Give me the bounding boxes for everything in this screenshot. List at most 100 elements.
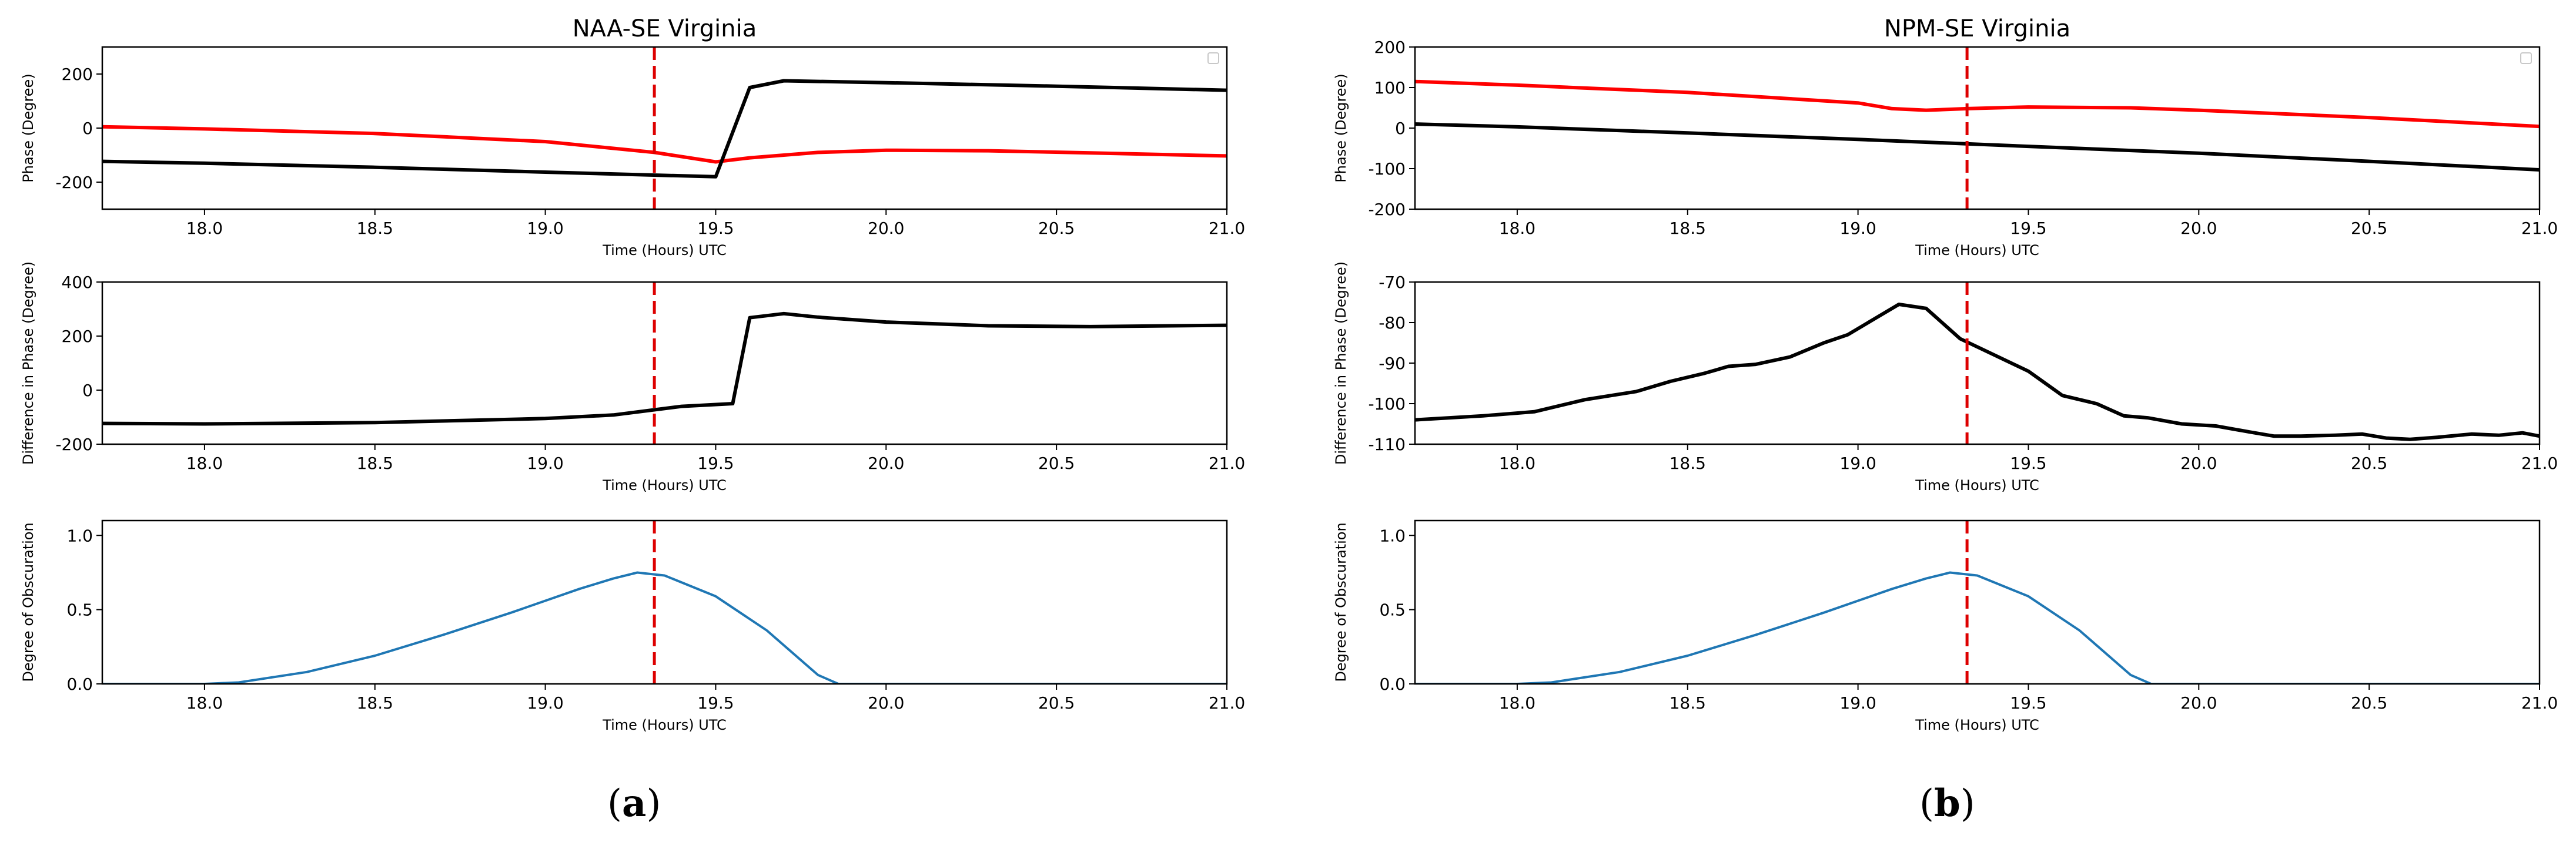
x-tick-label: 21.0 — [1209, 454, 1245, 473]
y-tick-label: 200 — [62, 327, 93, 346]
series-line-black — [102, 311, 1227, 426]
chart-naa-phase: NAA-SE Virginia 18.0 18.5 19.0 19.5 20.0 20.5 2… — [20, 15, 1245, 259]
y-tick-label: -80 — [1379, 313, 1406, 333]
y-tick-label: 0 — [82, 119, 93, 138]
y-tick-label: 0.0 — [66, 674, 93, 694]
y-tick-label: -100 — [1368, 159, 1406, 179]
y-axis-label: Degree of Obscuration — [20, 522, 36, 682]
y-axis-label: Difference in Phase (Degree) — [20, 261, 36, 465]
x-tick-label: 19.0 — [1839, 693, 1876, 713]
x-tick-label: 20.5 — [2351, 693, 2387, 713]
y-axis-label: Degree of Obscuration — [1333, 522, 1349, 682]
x-tick-label: 21.0 — [1209, 219, 1245, 238]
x-tick-label: 20.0 — [2180, 219, 2217, 238]
x-axis-label: Time (Hours) UTC — [1915, 477, 2039, 494]
y-tick-label: -200 — [55, 435, 93, 454]
chart-npm-phase: NPM-SE Virginia 18.0 18.5 19.0 19.5 20.0 20.5 2… — [1333, 15, 2558, 259]
chart-naa-diff: 18.0 18.5 19.0 19.5 20.0 20.5 21.0 -200 0 200 400 T… — [20, 261, 1245, 494]
x-axis-label: Time (Hours) UTC — [1915, 242, 2039, 259]
y-tick-label: 1.0 — [66, 526, 93, 545]
axes-frame — [1414, 46, 2541, 210]
panel-label-a-open: ( — [607, 782, 622, 825]
y-tick-label: 1.0 — [1379, 526, 1406, 545]
x-tick-label: 18.5 — [357, 219, 393, 238]
panel-label-a-close: ) — [646, 782, 661, 825]
axes-frame — [1414, 519, 2541, 685]
chart-title: NPM-SE Virginia — [1884, 15, 2070, 42]
x-tick-label: 19.5 — [2010, 693, 2046, 713]
y-axis-label: Phase (Degree) — [20, 73, 36, 182]
panel-label-a: (a) — [607, 781, 661, 825]
x-axis-label: Time (Hours) UTC — [602, 242, 727, 259]
x-tick-label: 21.0 — [1209, 693, 1245, 713]
y-tick-label: 400 — [62, 273, 93, 292]
x-tick-label: 20.5 — [1038, 219, 1075, 238]
series-line-black — [102, 79, 1227, 179]
x-tick-label: 21.0 — [2521, 219, 2558, 238]
y-tick-label: 200 — [62, 65, 93, 84]
x-tick-label: 20.5 — [1038, 454, 1075, 473]
y-tick-label: -70 — [1379, 273, 1406, 292]
y-tick-label: 200 — [1374, 38, 1406, 57]
x-tick-label: 20.0 — [2180, 693, 2217, 713]
legend-box — [1207, 52, 1219, 64]
x-tick-label: 20.5 — [2351, 219, 2387, 238]
x-tick-label: 19.0 — [527, 693, 563, 713]
x-tick-label: 19.0 — [527, 219, 563, 238]
panel-label-b-close: ) — [1960, 782, 1975, 825]
x-tick-label: 19.0 — [527, 454, 563, 473]
panel-label-b-letter: b — [1933, 781, 1961, 825]
x-axis-label: Time (Hours) UTC — [602, 717, 727, 733]
series-line-blue — [1415, 571, 2540, 684]
x-tick-label: 19.5 — [2010, 219, 2046, 238]
chart-npm-diff: 18.0 18.5 19.0 19.5 20.0 20.5 21.0 -110 -100 -90 -… — [1333, 261, 2558, 494]
panel-label-b: (b) — [1919, 781, 1975, 825]
y-axis-label: Phase (Degree) — [1333, 73, 1349, 182]
y-tick-label: 0.5 — [1379, 600, 1406, 620]
axes-frame — [101, 519, 1228, 685]
axes-frame — [1414, 281, 2541, 445]
y-tick-label: 0.0 — [1379, 674, 1406, 694]
x-tick-label: 20.0 — [2180, 454, 2217, 473]
y-axis-label: Difference in Phase (Degree) — [1333, 261, 1349, 465]
x-tick-label: 19.0 — [1839, 219, 1876, 238]
y-tick-label: 0 — [1395, 119, 1406, 138]
x-tick-label: 18.5 — [1670, 454, 1706, 473]
x-tick-label: 18.5 — [357, 454, 393, 473]
series-line-red — [1415, 79, 2540, 129]
x-tick-label: 18.0 — [1499, 693, 1535, 713]
series-line-black — [1415, 122, 2540, 172]
x-axis-label: Time (Hours) UTC — [1915, 717, 2039, 733]
x-tick-label: 18.5 — [1670, 693, 1706, 713]
x-tick-label: 20.0 — [868, 454, 904, 473]
series-line-blue — [102, 571, 1227, 684]
axes-frame — [101, 46, 1228, 210]
chart-title: NAA-SE Virginia — [573, 15, 757, 42]
x-tick-label: 18.0 — [186, 219, 223, 238]
y-tick-label: -110 — [1368, 435, 1406, 454]
legend-box — [2520, 52, 2532, 64]
x-tick-label: 21.0 — [2521, 454, 2558, 473]
x-tick-label: 18.5 — [1670, 219, 1706, 238]
x-tick-label: 20.0 — [868, 219, 904, 238]
y-tick-label: -100 — [1368, 394, 1406, 414]
y-tick-label: 0.5 — [66, 600, 93, 620]
axes-frame — [101, 281, 1228, 445]
chart-naa-obscuration: 18.0 18.5 19.0 19.5 20.0 20.5 21.0 0.0 0.5 1.0 Tim… — [20, 519, 1245, 733]
x-tick-label: 20.0 — [868, 693, 904, 713]
x-tick-label: 20.5 — [2351, 454, 2387, 473]
x-tick-label: 19.5 — [697, 219, 734, 238]
panel-label-a-letter: a — [621, 781, 647, 825]
x-tick-label: 20.5 — [1038, 693, 1075, 713]
series-line-red — [102, 125, 1227, 164]
series-line-black — [1415, 303, 2540, 441]
x-tick-label: 19.5 — [697, 693, 734, 713]
y-tick-label: -200 — [1368, 200, 1406, 219]
x-tick-label: 18.0 — [1499, 454, 1535, 473]
x-tick-label: 19.0 — [1839, 454, 1876, 473]
x-tick-label: 18.0 — [1499, 219, 1535, 238]
x-tick-label: 18.0 — [186, 454, 223, 473]
x-tick-label: 19.5 — [697, 454, 734, 473]
y-tick-label: 100 — [1374, 78, 1406, 98]
